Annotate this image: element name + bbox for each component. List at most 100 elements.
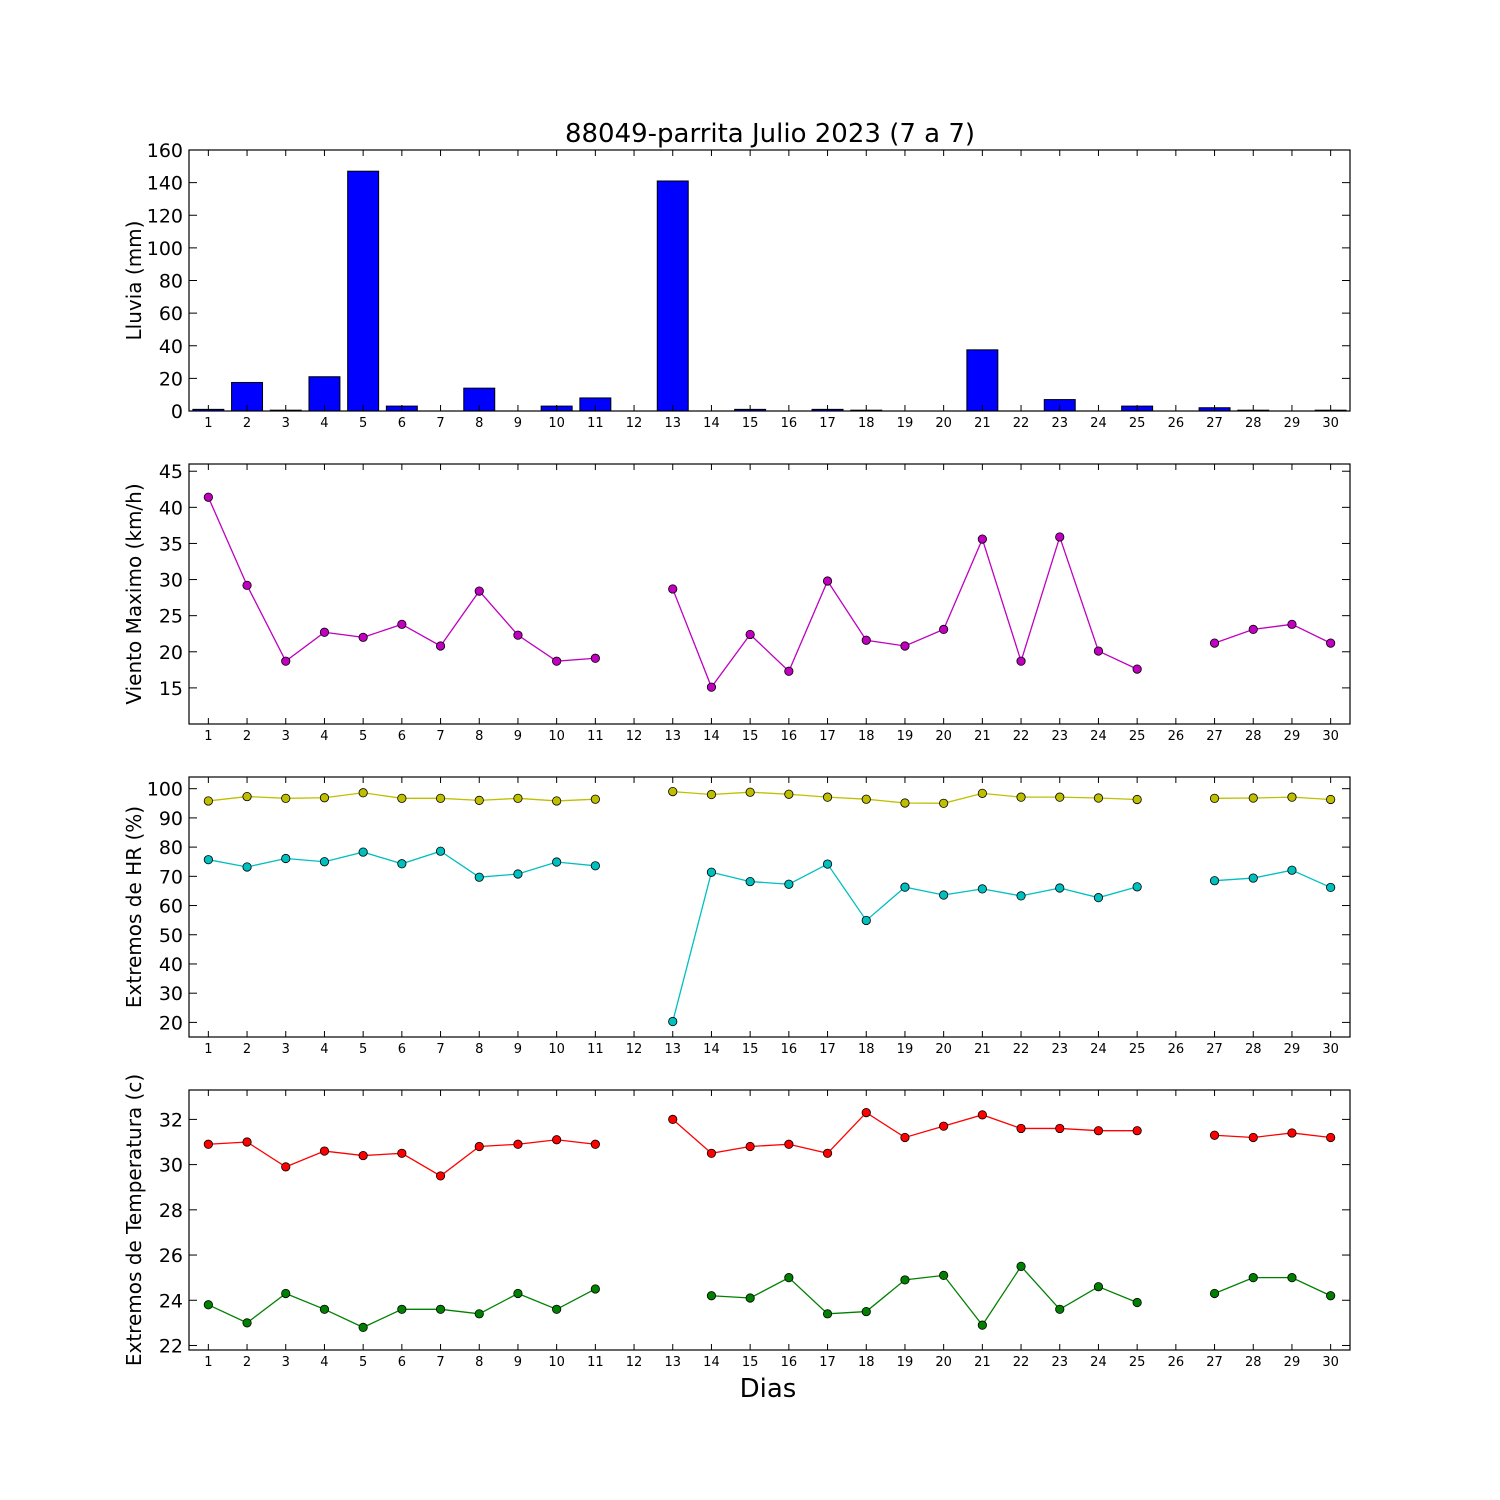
lluvia-x-tick-label-17: 17 <box>819 416 836 431</box>
viento-x-tick-label-26: 26 <box>1168 729 1185 744</box>
viento-x-tick-label-6: 6 <box>398 729 406 744</box>
temperatura-series-2-point-day-9 <box>513 1288 523 1299</box>
viento-series-1-point-day-3 <box>281 656 291 666</box>
viento-series-1-point-day-4 <box>319 627 330 637</box>
temperatura-series-1-point-day-28 <box>1248 1132 1258 1143</box>
temperatura-series-2-point-day-5 <box>358 1322 368 1332</box>
temperatura-x-tick-label-8: 8 <box>475 1355 483 1370</box>
temperatura-x-tick-label-18: 18 <box>858 1355 875 1370</box>
hr-series-1-point-day-17 <box>822 792 833 802</box>
temperatura-series-1-point-day-22 <box>1016 1123 1026 1134</box>
lluvia-x-tick-label-2: 2 <box>243 416 251 431</box>
hr-y-tick-label-20: 20 <box>159 1012 183 1034</box>
temperatura-x-tick-label-14: 14 <box>703 1355 720 1370</box>
temperatura-x-tick-label-13: 13 <box>664 1355 681 1370</box>
temperatura-y-tick-label-22: 22 <box>159 1335 183 1357</box>
temperatura-x-tick-label-25: 25 <box>1129 1355 1146 1370</box>
temperatura-series-2-point-day-1 <box>203 1300 213 1310</box>
lluvia-x-tick-label-6: 6 <box>398 416 406 431</box>
temperatura-series-1-point-day-9 <box>513 1139 523 1149</box>
viento-x-tick-label-30: 30 <box>1322 729 1339 744</box>
hr-series-2-point-day-30 <box>1326 882 1336 893</box>
viento-x-tick-label-4: 4 <box>320 729 328 744</box>
hr-x-tick-label-14: 14 <box>703 1042 720 1057</box>
hr-y-axis: 20 30 40 50 60 70 80 90 100 <box>147 779 1350 1034</box>
hr-series-1-point-day-22 <box>1016 792 1026 802</box>
lluvia-x-tick-label-25: 25 <box>1129 416 1146 431</box>
hr-series-1-point-day-8 <box>474 795 484 805</box>
temperatura-x-tick-label-6: 6 <box>398 1355 406 1370</box>
temperatura-series-1-point-day-3 <box>281 1162 291 1172</box>
hr-series-1-point-day-18 <box>861 794 871 804</box>
temperatura-x-tick-label-20: 20 <box>935 1355 952 1370</box>
hr-x-tick-label-20: 20 <box>935 1042 952 1057</box>
viento-series-1 <box>203 492 1336 692</box>
temperatura-x-tick-label-11: 11 <box>587 1355 604 1370</box>
hr-series-1-point-day-11 <box>590 794 600 804</box>
viento-x-tick-label-28: 28 <box>1245 729 1262 744</box>
hr-y-tick-label-90: 90 <box>159 808 183 830</box>
hr-x-tick-label-13: 13 <box>664 1042 681 1057</box>
hr-x-axis: 1 2 3 4 5 6 7 8 9 10 11 12 13 14 15 16 17 18 19 20 21 22 23 24 2… <box>204 777 1339 1057</box>
hr-series-1-point-day-14 <box>706 789 717 800</box>
hr-series-2-point-day-13 <box>668 1016 678 1027</box>
hr-series-1-line-3 <box>1214 796 1331 801</box>
hr-series-2-point-day-23 <box>1055 883 1065 893</box>
hr-series-1-point-day-4 <box>319 793 330 803</box>
viento-series-1-point-day-2 <box>242 580 252 590</box>
temperatura-series-2-point-day-28 <box>1248 1273 1258 1283</box>
temperatura-axes-frame <box>188 1089 1351 1351</box>
hr-y-tick-label-30: 30 <box>159 983 183 1005</box>
viento-x-tick-label-25: 25 <box>1129 729 1146 744</box>
temperatura-x-tick-label-2: 2 <box>243 1355 251 1370</box>
hr-series-2-point-day-8 <box>474 872 484 882</box>
lluvia-x-tick-label-5: 5 <box>359 416 367 431</box>
hr-series-2-point-day-11 <box>590 861 600 871</box>
hr-series-1-point-day-1 <box>203 796 213 806</box>
temperatura-series-1-point-day-24 <box>1093 1126 1104 1136</box>
hr-x-tick-label-29: 29 <box>1284 1042 1301 1057</box>
temperatura-series-2-point-day-30 <box>1326 1291 1336 1301</box>
viento-series-1-point-day-25 <box>1132 664 1142 674</box>
lluvia-x-tick-label-24: 24 <box>1090 416 1107 431</box>
temperatura-series-2-point-day-17 <box>822 1309 833 1319</box>
hr-x-tick-label-25: 25 <box>1129 1042 1146 1057</box>
viento-y-tick-label-45: 45 <box>159 461 183 483</box>
temperatura-series-2-point-day-2 <box>242 1318 252 1328</box>
hr-series-1-point-day-27 <box>1209 793 1220 803</box>
hr-series-1-point-day-19 <box>900 798 910 808</box>
hr-series-2-point-day-17 <box>822 859 833 869</box>
viento-x-tick-label-7: 7 <box>436 729 444 744</box>
viento-series-1-point-day-21 <box>977 534 987 544</box>
x-axis-label: Dias <box>740 1374 797 1404</box>
temperatura-x-tick-label-19: 19 <box>897 1355 914 1370</box>
chart-title: 88049-parrita Julio 2023 (7 a 7) <box>565 119 975 149</box>
lluvia-x-tick-label-8: 8 <box>475 416 483 431</box>
temperatura-series-2-point-day-11 <box>590 1284 600 1294</box>
lluvia-x-tick-label-9: 9 <box>514 416 522 431</box>
lluvia-x-tick-label-14: 14 <box>703 416 720 431</box>
viento-series-1-point-day-28 <box>1248 624 1258 634</box>
viento-x-tick-label-20: 20 <box>935 729 952 744</box>
hr-series-2-point-day-20 <box>939 890 949 900</box>
viento-series-1-point-day-18 <box>861 635 871 645</box>
hr-x-tick-label-22: 22 <box>1013 1042 1030 1057</box>
hr-series-2-point-day-3 <box>281 853 291 864</box>
viento-axes-frame <box>188 463 1351 725</box>
hr-series-2-point-day-4 <box>319 857 330 867</box>
temperatura-series-1-point-day-11 <box>590 1139 600 1149</box>
viento-series-1-point-day-29 <box>1287 619 1297 629</box>
temperatura-series-2-point-day-10 <box>552 1304 562 1314</box>
temperatura-series-1-point-day-18 <box>861 1108 871 1118</box>
temperatura-x-tick-label-1: 1 <box>204 1355 212 1370</box>
hr-series-1-point-day-15 <box>745 787 755 797</box>
viento-y-tick-label-20: 20 <box>159 642 183 664</box>
lluvia-y-tick-label-80: 80 <box>159 271 183 293</box>
temperatura-x-tick-label-10: 10 <box>548 1355 565 1370</box>
hr-series-1-point-day-2 <box>242 791 252 802</box>
temperatura-y-tick-label-26: 26 <box>159 1245 183 1267</box>
hr-series-1-point-day-7 <box>435 793 446 803</box>
hr-series-2-point-day-14 <box>706 867 717 877</box>
hr-series-2-point-day-24 <box>1093 893 1104 903</box>
viento-y-tick-label-15: 15 <box>159 678 183 700</box>
